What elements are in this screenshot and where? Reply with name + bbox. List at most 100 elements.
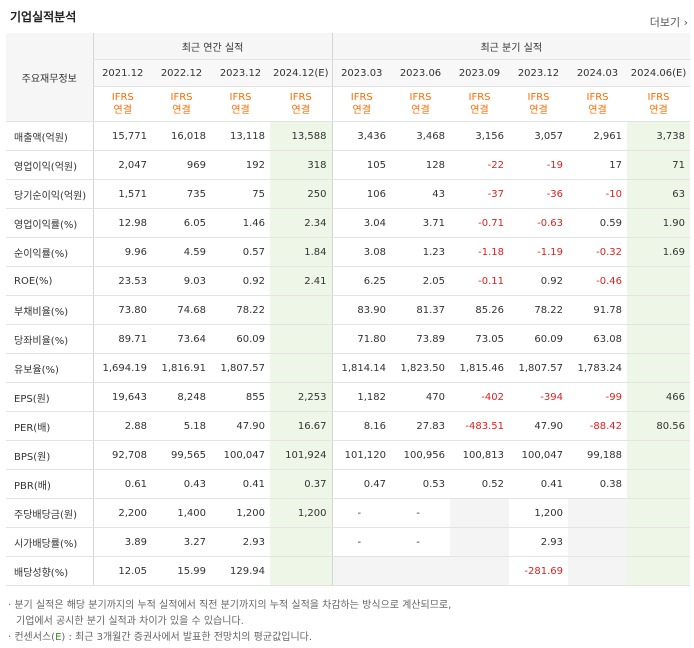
table-cell: 3.27 [152, 527, 211, 557]
table-cell: 192 [211, 150, 270, 180]
row-label: PER(배) [6, 411, 93, 441]
table-cell [391, 556, 450, 586]
table-cell [270, 527, 332, 557]
table-cell: -10 [568, 179, 627, 209]
table-cell: 78.22 [509, 295, 568, 325]
more-link[interactable]: 더보기 › [650, 14, 688, 30]
table-cell [627, 440, 690, 470]
table-row: 당기순이익(억원) 1,571 735 75 250 106 43 -37 -36 -10 63 [6, 179, 690, 209]
quarterly-group-header: 최근 분기 실적 [331, 33, 690, 60]
table-cell: - [391, 498, 450, 528]
table-cell: 855 [211, 382, 270, 412]
table-cell [627, 469, 690, 499]
period-header: 2024.03 [568, 59, 627, 87]
ifrs-label: IFRS 연결 [568, 86, 627, 122]
table-row: 매출액(억원) 15,771 16,018 13,118 13,588 3,436 3,46… [6, 121, 690, 151]
row-label: 당기순이익(억원) [6, 179, 93, 209]
period-header: 2021.12 [92, 59, 152, 87]
table-cell: 1,200 [211, 498, 270, 528]
table-cell: 3,156 [450, 121, 509, 151]
period-header: 2023.09 [450, 59, 509, 87]
table-cell [627, 353, 690, 383]
table-cell [450, 527, 509, 557]
table-cell: 83.90 [331, 295, 391, 325]
table-cell [627, 324, 690, 354]
ifrs-label: IFRS 연결 [211, 86, 270, 122]
table-cell: 0.43 [152, 469, 211, 499]
table-cell: 2.41 [270, 266, 332, 296]
table-cell [627, 556, 690, 586]
table-cell: -0.11 [450, 266, 509, 296]
table-cell: 17 [568, 150, 627, 180]
ifrs-bottom: 연결 [411, 105, 430, 116]
ifrs-bottom: 연결 [649, 105, 668, 116]
table-cell: 106 [331, 179, 391, 209]
row-label: 매출액(억원) [6, 121, 93, 151]
table-cell: 0.38 [568, 469, 627, 499]
note-line-1: · 분기 실적은 해당 분기까지의 누적 실적에서 직전 분기까지의 누적 실적… [8, 600, 452, 611]
table-row: 부채비율(%) 73.80 74.68 78.22 83.90 81.37 85.26 78.… [6, 295, 690, 325]
table-cell: 1,400 [152, 498, 211, 528]
table-cell: 1.84 [270, 237, 332, 267]
note-line-2: 기업에서 공시한 분기 실적과 차이가 있을 수 있습니다. [16, 616, 244, 627]
table-cell: 0.52 [450, 469, 509, 499]
table-cell: -483.51 [450, 411, 509, 441]
row-label: PBR(배) [6, 469, 93, 499]
table-cell: 75 [211, 179, 270, 209]
ifrs-label: IFRS 연결 [331, 86, 391, 122]
ifrs-top: IFRS [409, 92, 432, 103]
table-cell: 1,807.57 [211, 353, 270, 383]
table-cell: 3.89 [92, 527, 152, 557]
period-header: 2023.03 [331, 59, 391, 87]
table-cell: -88.42 [568, 411, 627, 441]
table-cell: -0.63 [509, 208, 568, 238]
ifrs-label: IFRS 연결 [450, 86, 509, 122]
table-cell: 23.53 [92, 266, 152, 296]
table-cell: 128 [391, 150, 450, 180]
table-cell: 1,694.19 [92, 353, 152, 383]
ifrs-top: IFRS [647, 92, 670, 103]
table-cell: 0.61 [92, 469, 152, 499]
table-cell: 73.89 [391, 324, 450, 354]
row-label: EPS(원) [6, 382, 93, 412]
table-cell: 3,468 [391, 121, 450, 151]
ifrs-top: IFRS [289, 92, 312, 103]
table-row: PBR(배) 0.61 0.43 0.41 0.37 0.47 0.53 0.52 0.41 0.… [6, 469, 690, 499]
row-label: 영업이익률(%) [6, 208, 93, 238]
ifrs-bottom: 연결 [529, 105, 548, 116]
table-cell: 129.94 [211, 556, 270, 586]
row-label: 주당배당금(원) [6, 498, 93, 528]
ifrs-bottom: 연결 [231, 105, 250, 116]
table-cell [568, 556, 627, 586]
table-cell: 9.96 [92, 237, 152, 267]
table-cell: - [391, 527, 450, 557]
table-cell: 1,182 [331, 382, 391, 412]
table-cell: 43 [391, 179, 450, 209]
period-header: 2022.12 [152, 59, 211, 87]
table-cell: -0.32 [568, 237, 627, 267]
table-cell: 6.05 [152, 208, 211, 238]
table-cell: 73.64 [152, 324, 211, 354]
ifrs-top: IFRS [229, 92, 252, 103]
table-cell: 0.53 [391, 469, 450, 499]
table-cell: 1,783.24 [568, 353, 627, 383]
note-line-3: · 컨센서스(E) : 최근 3개월간 증권사에서 발표한 전망치의 평균값입니… [8, 630, 451, 646]
table-cell: 1.90 [627, 208, 690, 238]
table-cell [270, 324, 332, 354]
table-cell: 12.05 [92, 556, 152, 586]
row-label: BPS(원) [6, 440, 93, 470]
table-cell: -99 [568, 382, 627, 412]
ifrs-bottom: 연결 [172, 105, 191, 116]
table-cell [270, 556, 332, 586]
table-cell: 2,200 [92, 498, 152, 528]
table-cell: 105 [331, 150, 391, 180]
table-cell: 2.88 [92, 411, 152, 441]
table-cell: 81.37 [391, 295, 450, 325]
table-cell: 1.69 [627, 237, 690, 267]
table-cell: 63.08 [568, 324, 627, 354]
table-cell: -19 [509, 150, 568, 180]
table-row: BPS(원) 92,708 99,565 100,047 101,924 101,120 1… [6, 440, 690, 470]
ifrs-label: IFRS 연결 [270, 86, 332, 122]
table-cell: -1.19 [509, 237, 568, 267]
ifrs-top: IFRS [350, 92, 373, 103]
